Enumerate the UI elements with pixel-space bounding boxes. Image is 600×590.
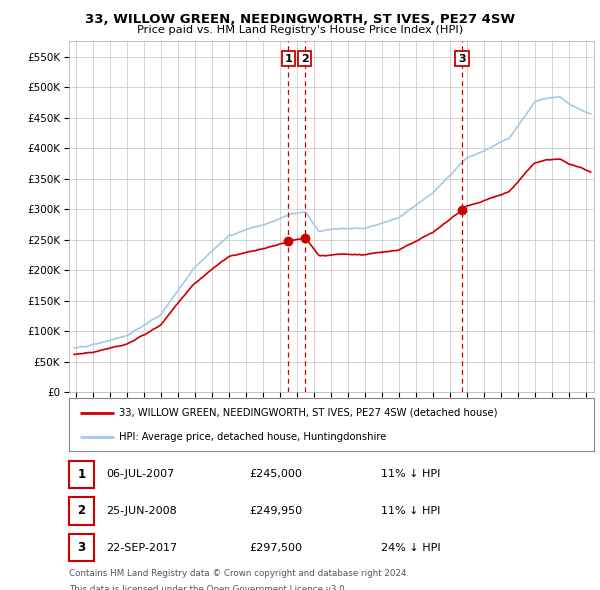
Text: £245,000: £245,000 (249, 470, 302, 479)
Text: 11% ↓ HPI: 11% ↓ HPI (381, 506, 440, 516)
Text: 22-SEP-2017: 22-SEP-2017 (106, 543, 178, 552)
Text: 3: 3 (458, 54, 466, 64)
Text: £297,500: £297,500 (249, 543, 302, 552)
Text: 33, WILLOW GREEN, NEEDINGWORTH, ST IVES, PE27 4SW (detached house): 33, WILLOW GREEN, NEEDINGWORTH, ST IVES,… (119, 408, 497, 418)
Text: HPI: Average price, detached house, Huntingdonshire: HPI: Average price, detached house, Hunt… (119, 432, 386, 442)
Text: 11% ↓ HPI: 11% ↓ HPI (381, 470, 440, 479)
Text: 2: 2 (301, 54, 309, 64)
Text: Price paid vs. HM Land Registry's House Price Index (HPI): Price paid vs. HM Land Registry's House … (137, 25, 463, 35)
Text: 2: 2 (77, 504, 86, 517)
Text: 3: 3 (77, 541, 86, 554)
Text: 1: 1 (77, 468, 86, 481)
Text: 24% ↓ HPI: 24% ↓ HPI (381, 543, 440, 552)
Text: 33, WILLOW GREEN, NEEDINGWORTH, ST IVES, PE27 4SW: 33, WILLOW GREEN, NEEDINGWORTH, ST IVES,… (85, 13, 515, 26)
Text: 1: 1 (284, 54, 292, 64)
Text: 06-JUL-2007: 06-JUL-2007 (106, 470, 175, 479)
Text: This data is licensed under the Open Government Licence v3.0.: This data is licensed under the Open Gov… (69, 585, 347, 590)
Text: Contains HM Land Registry data © Crown copyright and database right 2024.: Contains HM Land Registry data © Crown c… (69, 569, 409, 578)
Text: 25-JUN-2008: 25-JUN-2008 (106, 506, 177, 516)
Text: £249,950: £249,950 (249, 506, 302, 516)
